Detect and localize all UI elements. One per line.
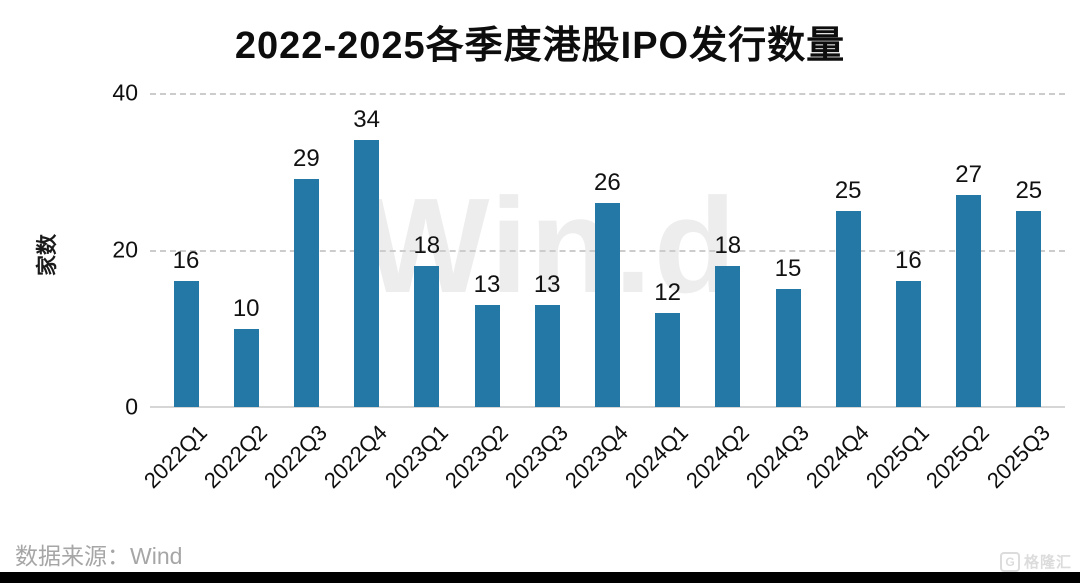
- y-tick-20: 20: [112, 236, 138, 263]
- y-tick-0: 0: [125, 393, 138, 420]
- x-tick-label-2025Q2: 2025Q2: [921, 420, 995, 494]
- gelonghui-logo-text: 格隆汇: [1023, 554, 1072, 571]
- x-tick-label-2023Q3: 2023Q3: [499, 420, 573, 494]
- x-tick-label-2023Q1: 2023Q1: [379, 420, 453, 494]
- x-tick-label-2025Q1: 2025Q1: [861, 420, 935, 494]
- bar-2024Q2: [715, 265, 741, 407]
- x-axis-baseline: [150, 406, 1065, 408]
- data-source-note: 数据来源：Wind: [15, 543, 183, 569]
- bar-value-2022Q3: 29: [293, 145, 320, 173]
- x-tick-label-2024Q3: 2024Q3: [740, 420, 814, 494]
- gelonghui-logo: G 格隆汇: [999, 551, 1072, 572]
- x-tick-label-2022Q3: 2022Q3: [259, 420, 333, 494]
- bar-2024Q3: [775, 289, 801, 407]
- x-tick-label-2023Q4: 2023Q4: [560, 420, 634, 494]
- x-tick-label-2024Q4: 2024Q4: [800, 420, 874, 494]
- bar-value-2025Q3: 25: [1015, 176, 1043, 204]
- bar-value-2022Q1: 16: [172, 247, 200, 275]
- gelonghui-logo-icon: G: [999, 551, 1020, 572]
- bar-value-2023Q2: 13: [473, 270, 501, 298]
- bar-2024Q4: [835, 210, 861, 407]
- bar-value-2024Q1: 12: [654, 278, 681, 306]
- plot-area: 16 10 29 34 18 13 13 26 12 18 15 25 16 27 25: [150, 93, 1065, 408]
- x-tick-label-2022Q1: 2022Q1: [138, 420, 212, 494]
- bar-value-2024Q3: 15: [774, 255, 802, 283]
- bar-value-2025Q2: 27: [955, 161, 982, 189]
- bar-value-2022Q2: 10: [232, 294, 260, 322]
- x-tick-label-2023Q2: 2023Q2: [439, 420, 513, 494]
- bar-2022Q2: [233, 328, 259, 407]
- x-axis-labels: 2022Q1 2022Q2 2022Q3 2022Q4 2023Q1 2023Q2 2023…: [139, 414, 1065, 514]
- bar-value-2023Q4: 26: [594, 168, 621, 196]
- gridline-40: [150, 93, 1065, 95]
- x-tick-label-2022Q2: 2022Q2: [198, 420, 272, 494]
- bottom-black-bar: [0, 572, 1080, 583]
- bar-2022Q3: [293, 179, 319, 407]
- chart-title: 2022-2025各季度港股IPO发行数量: [234, 25, 846, 67]
- bar-2024Q1: [655, 312, 681, 407]
- bar-2022Q4: [354, 140, 380, 407]
- bar-2023Q1: [414, 265, 440, 407]
- bar-2023Q3: [534, 304, 560, 407]
- bar-2025Q1: [895, 281, 921, 407]
- bar-2023Q4: [594, 202, 620, 407]
- x-tick-label-2022Q4: 2022Q4: [319, 420, 393, 494]
- bar-2022Q1: [173, 281, 199, 407]
- bar-2023Q2: [474, 304, 500, 407]
- x-tick-label-2024Q2: 2024Q2: [680, 420, 754, 494]
- y-axis-label: 家数: [36, 234, 59, 276]
- bar-value-2024Q4: 25: [834, 176, 862, 204]
- bar-2025Q3: [1016, 210, 1042, 407]
- x-tick-label-2024Q1: 2024Q1: [620, 420, 694, 494]
- bar-value-2023Q1: 18: [413, 231, 441, 259]
- x-tick-label-2025Q3: 2025Q3: [981, 420, 1055, 494]
- y-tick-40: 40: [112, 79, 138, 106]
- bar-value-2024Q2: 18: [714, 231, 742, 259]
- bar-value-2023Q3: 13: [533, 270, 561, 298]
- bar-value-2025Q1: 16: [895, 247, 922, 275]
- bar-2025Q2: [956, 195, 982, 407]
- bar-value-2022Q4: 34: [353, 106, 380, 134]
